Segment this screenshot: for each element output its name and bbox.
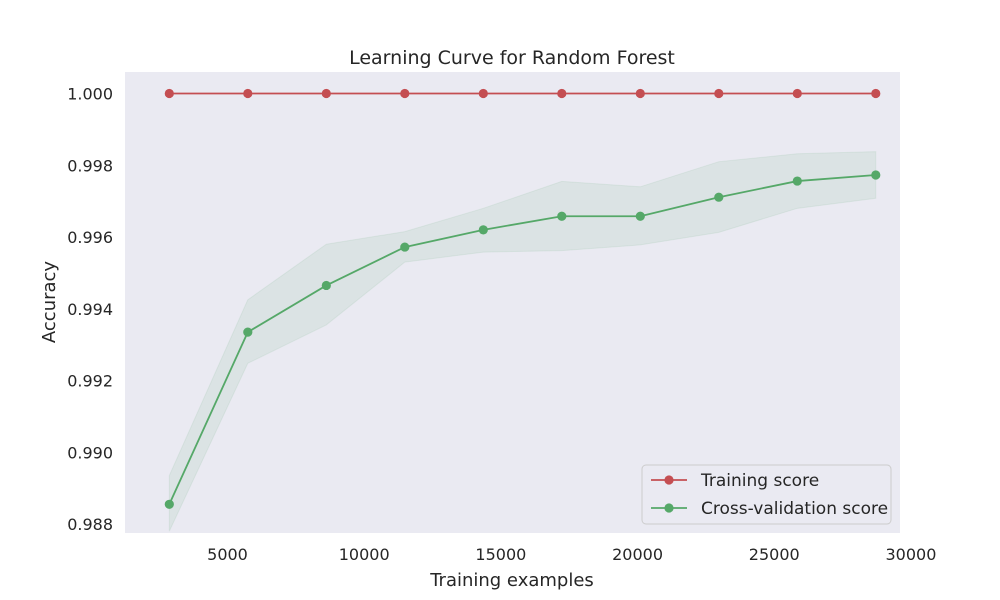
y-axis-ticks: 0.988 0.990 0.992 0.994 0.996 0.998 1.000 — [67, 85, 113, 535]
x-axis-ticks: 5000 10000 15000 20000 25000 30000 — [207, 545, 936, 564]
series-points — [164, 88, 881, 509]
data-point-0-6 — [635, 88, 645, 99]
x-tick-label: 15000 — [475, 545, 526, 564]
data-point-1-4 — [478, 225, 488, 235]
y-tick-label: 1.000 — [67, 85, 113, 104]
data-point-1-7 — [714, 192, 724, 202]
y-tick-label: 0.998 — [67, 156, 113, 175]
y-tick-label: 0.988 — [67, 515, 113, 534]
legend-marker-0 — [664, 475, 674, 485]
legend-box — [641, 464, 892, 525]
data-point-0-9 — [871, 88, 881, 99]
data-point-0-2 — [321, 88, 331, 99]
y-tick-label: 0.990 — [67, 443, 113, 462]
chart-title: Learning Curve for Random Forest — [349, 47, 675, 69]
x-tick-label: 10000 — [339, 545, 390, 564]
data-point-1-0 — [164, 499, 174, 509]
data-point-1-2 — [321, 280, 331, 291]
series-lines — [168, 92, 876, 505]
data-point-0-1 — [243, 88, 253, 99]
data-point-0-0 — [164, 88, 174, 99]
data-point-0-8 — [792, 88, 802, 99]
legend: Training score Cross-validation score — [641, 464, 892, 525]
x-axis-label: Training examples — [429, 570, 594, 591]
x-tick-label: 25000 — [749, 545, 800, 564]
y-axis-label: Accuracy — [39, 261, 60, 344]
series-line-1 — [168, 174, 876, 505]
data-point-1-5 — [557, 211, 567, 221]
x-tick-label: 5000 — [207, 545, 248, 564]
legend-label-0: Training score — [700, 471, 819, 491]
y-tick-label: 0.992 — [67, 372, 113, 391]
y-tick-label: 0.994 — [67, 300, 113, 319]
x-tick-label: 20000 — [612, 545, 663, 564]
data-point-1-6 — [635, 211, 645, 221]
legend-marker-1 — [664, 503, 674, 513]
confidence-band-1 — [168, 151, 877, 532]
x-tick-label: 30000 — [885, 545, 936, 564]
data-point-0-5 — [557, 88, 567, 99]
data-point-1-3 — [400, 242, 410, 252]
data-point-1-8 — [792, 176, 802, 186]
plot-area — [125, 72, 900, 533]
data-point-1-9 — [871, 170, 881, 180]
y-tick-label: 0.996 — [67, 228, 113, 247]
data-point-1-1 — [243, 327, 253, 337]
data-point-0-4 — [478, 88, 488, 99]
data-point-0-3 — [400, 88, 410, 99]
legend-label-1: Cross-validation score — [701, 499, 888, 519]
data-point-0-7 — [714, 88, 724, 99]
